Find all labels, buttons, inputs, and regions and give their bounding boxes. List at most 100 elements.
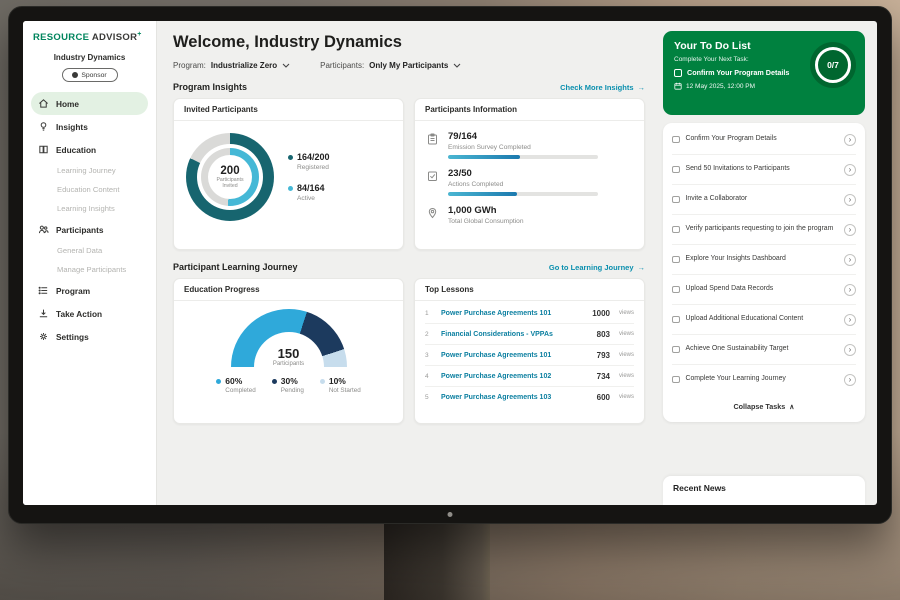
learning-journey-header: Participant Learning Journey Go to Learn…: [173, 262, 645, 272]
sidebar-item-learning-insights[interactable]: Learning Insights: [31, 199, 148, 218]
sidebar-item-insights[interactable]: Insights: [31, 115, 148, 138]
legend-pending: 30% Pending: [272, 376, 304, 394]
chevron-right-icon[interactable]: ›: [844, 314, 856, 326]
sidebar-item-label: Take Action: [56, 309, 102, 319]
task-label: Complete Your Learning Journey: [686, 375, 839, 384]
main-content: Welcome, Industry Dynamics Program: Indu…: [157, 21, 659, 505]
recent-news-card: Recent News: [663, 476, 865, 505]
task-checkbox[interactable]: [672, 286, 680, 294]
task-row-explore-insights[interactable]: Explore Your Insights Dashboard ›: [672, 245, 856, 275]
gauge-value: 150: [231, 346, 347, 361]
task-row-invite-collaborator[interactable]: Invite a Collaborator ›: [672, 185, 856, 215]
lesson-link[interactable]: Power Purchase Agreements 101: [441, 310, 585, 317]
task-row-achieve-target[interactable]: Achieve One Sustainability Target ›: [672, 335, 856, 365]
stat-label: Emission Survey Completed: [448, 144, 598, 151]
stat-label: Total Global Consumption: [448, 218, 524, 225]
check-more-insights-link[interactable]: Check More Insights →: [560, 83, 645, 92]
sidebar-item-general-data[interactable]: General Data: [31, 241, 148, 260]
chevron-right-icon[interactable]: ›: [844, 224, 856, 236]
emission-progress-bar: [448, 155, 598, 159]
task-label: Send 50 Invitations to Participants: [686, 165, 839, 174]
chevron-right-icon[interactable]: ›: [844, 194, 856, 206]
invited-donut-gap: 200 Participants Invited: [197, 144, 263, 210]
card-title: Participants Information: [415, 99, 644, 121]
task-checkbox[interactable]: [672, 226, 680, 234]
insights-icon: [38, 121, 49, 132]
task-row-send-invitations[interactable]: Send 50 Invitations to Participants ›: [672, 155, 856, 185]
sidebar-item-home[interactable]: Home: [31, 92, 148, 115]
chevron-up-icon: ∧: [789, 402, 794, 411]
sidebar-item-program[interactable]: Program: [31, 279, 148, 302]
task-checkbox[interactable]: [672, 346, 680, 354]
task-checkbox[interactable]: [672, 256, 680, 264]
actions-progress-bar: [448, 192, 598, 196]
education-icon: [38, 144, 49, 155]
chevron-right-icon[interactable]: ›: [844, 284, 856, 296]
chevron-right-icon[interactable]: ›: [844, 254, 856, 266]
lesson-rank: 5: [425, 394, 434, 401]
sidebar-item-education-content[interactable]: Education Content: [31, 180, 148, 199]
task-label: Upload Additional Educational Content: [686, 315, 839, 324]
task-row-upload-educational-content[interactable]: Upload Additional Educational Content ›: [672, 305, 856, 335]
task-checkbox[interactable]: [672, 376, 680, 384]
card-title: Top Lessons: [415, 279, 644, 301]
collapse-tasks-button[interactable]: Collapse Tasks ∧: [672, 394, 856, 420]
views-suffix: views: [619, 352, 634, 358]
chevron-right-icon[interactable]: ›: [844, 344, 856, 356]
home-icon: [38, 98, 49, 109]
task-row-verify-participants[interactable]: Verify participants requesting to join t…: [672, 215, 856, 245]
lesson-link[interactable]: Power Purchase Agreements 101: [441, 352, 590, 359]
views-suffix: views: [619, 310, 634, 316]
sidebar-item-label: General Data: [57, 246, 102, 255]
task-row-complete-learning-journey[interactable]: Complete Your Learning Journey ›: [672, 365, 856, 394]
sidebar-item-education[interactable]: Education: [31, 138, 148, 161]
page-title: Welcome, Industry Dynamics: [173, 33, 645, 52]
sidebar-item-label: Insights: [56, 122, 88, 132]
chevron-right-icon[interactable]: ›: [844, 374, 856, 386]
task-label: Upload Spend Data Records: [686, 285, 839, 294]
sidebar-item-label: Participants: [56, 225, 104, 235]
top-lessons-body: 1 Power Purchase Agreements 101 1000 vie…: [415, 301, 644, 407]
participants-information-card: Participants Information 79/164 Emission…: [414, 98, 645, 250]
sidebar-item-label: Manage Participants: [57, 265, 126, 274]
chevron-right-icon[interactable]: ›: [844, 164, 856, 176]
take-action-icon: [38, 308, 49, 319]
task-row-confirm-program[interactable]: Confirm Your Program Details ›: [672, 125, 856, 155]
role-badge: Sponsor: [62, 68, 118, 82]
go-to-learning-journey-link[interactable]: Go to Learning Journey →: [549, 263, 645, 272]
program-dropdown[interactable]: Program: Industrialize Zero: [173, 61, 290, 70]
sidebar-item-label: Program: [56, 286, 90, 296]
not-started-value: 10%: [329, 376, 346, 386]
sidebar-item-settings[interactable]: Settings: [31, 325, 148, 348]
map-pin-icon: [427, 205, 440, 229]
participants-dropdown[interactable]: Participants: Only My Participants: [320, 61, 461, 70]
lesson-row: 4 Power Purchase Agreements 102 734 view…: [425, 366, 634, 387]
registered-dot: [288, 155, 293, 160]
lesson-link[interactable]: Financial Considerations - VPPAs: [441, 331, 590, 338]
lesson-link[interactable]: Power Purchase Agreements 102: [441, 373, 590, 380]
task-checkbox[interactable]: [672, 136, 680, 144]
sidebar-item-take-action[interactable]: Take Action: [31, 302, 148, 325]
task-row-upload-spend-data[interactable]: Upload Spend Data Records ›: [672, 275, 856, 305]
legend-not-started: 10% Not Started: [320, 376, 361, 394]
sidebar-item-learning-journey[interactable]: Learning Journey: [31, 161, 148, 180]
lesson-views: 1000: [592, 309, 610, 318]
org-name: Industry Dynamics: [31, 53, 148, 62]
chevron-right-icon[interactable]: ›: [844, 134, 856, 146]
task-checkbox[interactable]: [672, 196, 680, 204]
invited-participants-body: 200 Participants Invited 164/200: [174, 121, 403, 233]
next-task-checkbox[interactable]: [674, 69, 682, 77]
task-checkbox[interactable]: [672, 316, 680, 324]
task-checkbox[interactable]: [672, 166, 680, 174]
participants-information-body: 79/164 Emission Survey Completed 23/50: [415, 121, 644, 239]
registered-value: 164/200: [297, 152, 330, 162]
chevron-down-icon: [453, 63, 461, 68]
views-suffix: views: [619, 394, 634, 400]
sidebar-item-manage-participants[interactable]: Manage Participants: [31, 260, 148, 279]
completed-dot: [216, 379, 221, 384]
lesson-link[interactable]: Power Purchase Agreements 103: [441, 394, 590, 401]
invited-donut-center: 200 Participants Invited: [208, 155, 252, 199]
pending-dot: [272, 379, 277, 384]
sidebar-item-participants[interactable]: Participants: [31, 218, 148, 241]
registered-label: Registered: [297, 164, 330, 171]
